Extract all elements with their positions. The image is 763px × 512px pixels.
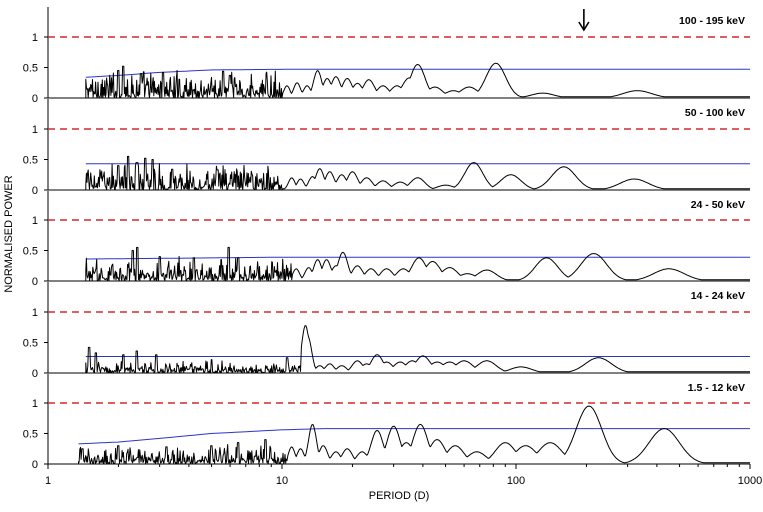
y-tick-label: 1	[32, 124, 38, 136]
panel-5: 0 0.5 1 1.5 - 12 keV	[23, 374, 750, 471]
energy-band-label: 14 - 24 keV	[691, 290, 745, 302]
panel-3: 0 0.5 1 24 - 50 keV	[23, 191, 750, 288]
y-tick-label: 1	[32, 398, 38, 410]
threshold-low-curve	[85, 256, 750, 260]
arrow-marker	[578, 9, 590, 32]
panels-group: 0 0.5 1 100 - 195 keV 0 0.5 1 50 - 100 keV 0 0.5 1…	[23, 7, 750, 471]
y-tick-label: 1	[32, 32, 38, 44]
x-axis-title: PERIOD (D)	[369, 490, 430, 502]
power-spectrum-line	[85, 62, 750, 99]
y-tick-label: 0	[32, 459, 38, 471]
y-tick-label: 1	[32, 307, 38, 319]
y-tick-label: 0.5	[23, 429, 38, 441]
y-tick-label: 0	[32, 368, 38, 380]
y-tick-label: 0	[32, 276, 38, 288]
energy-band-label: 24 - 50 keV	[691, 199, 745, 211]
x-axis: 1 10 100 1000	[45, 464, 762, 487]
arrow-head	[578, 21, 590, 32]
energy-band-label: 50 - 100 keV	[685, 107, 745, 119]
threshold-low-curve	[85, 68, 750, 78]
x-tick-label: 1	[45, 475, 51, 487]
y-axis-title: NORMALISED POWER	[3, 175, 15, 292]
power-spectrum-line	[85, 325, 750, 374]
power-spectrum-line	[85, 155, 750, 191]
x-tick-label: 10	[276, 475, 288, 487]
power-spectrum-line	[85, 246, 750, 282]
y-tick-label: 0.5	[23, 246, 38, 258]
energy-band-label: 100 - 195 keV	[679, 15, 745, 27]
panel-1: 0 0.5 1 100 - 195 keV	[23, 7, 750, 105]
y-tick-label: 0.5	[23, 338, 38, 350]
y-tick-label: 1	[32, 215, 38, 227]
y-tick-label: 0.5	[23, 155, 38, 167]
y-tick-label: 0	[32, 185, 38, 197]
y-tick-label: 0	[32, 93, 38, 105]
threshold-low-curve	[78, 428, 750, 445]
power-spectrum-line	[78, 405, 750, 465]
panel-2: 0 0.5 1 50 - 100 keV	[23, 99, 750, 197]
x-tick-label: 100	[507, 475, 525, 487]
x-tick-label: 1000	[738, 475, 762, 487]
energy-band-label: 1.5 - 12 keV	[688, 382, 745, 394]
panel-4: 0 0.5 1 14 - 24 keV	[23, 282, 750, 380]
y-tick-label: 0.5	[23, 63, 38, 75]
